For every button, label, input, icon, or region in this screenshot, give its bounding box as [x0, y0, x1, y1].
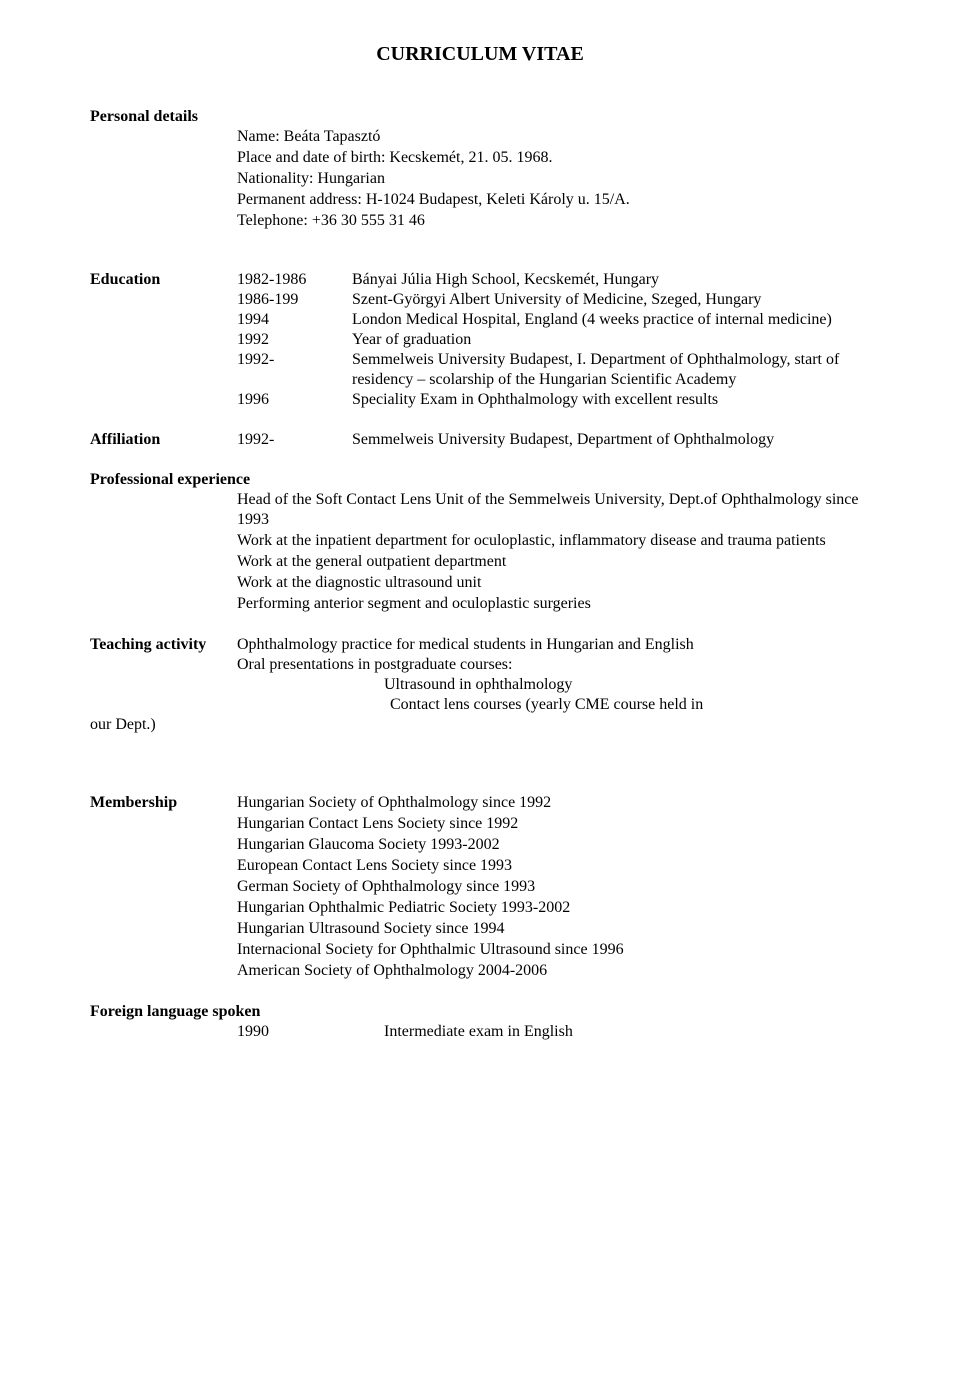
professional-section: Professional experience Head of the Soft…	[90, 470, 870, 614]
education-row: Education 1982-1986 Bányai Júlia High Sc…	[90, 270, 870, 290]
personal-nationality: Nationality: Hungarian	[237, 169, 870, 189]
personal-address: Permanent address: H-1024 Budapest, Kele…	[237, 190, 870, 210]
membership-line: Hungarian Ultrasound Society since 1994	[237, 919, 870, 939]
education-row: 1994 London Medical Hospital, England (4…	[90, 310, 870, 330]
professional-line: Work at the general outpatient departmen…	[237, 552, 870, 572]
education-text: Year of graduation	[352, 330, 870, 350]
membership-line: American Society of Ophthalmology 2004-2…	[237, 961, 870, 981]
education-row: 1992 Year of graduation	[90, 330, 870, 350]
education-heading: Education	[90, 270, 237, 290]
professional-line: Head of the Soft Contact Lens Unit of th…	[237, 490, 870, 530]
personal-phone: Telephone: +36 30 555 31 46	[237, 211, 870, 231]
membership-section: Membership Hungarian Society of Ophthalm…	[90, 793, 870, 982]
personal-name: Name: Beáta Tapasztó	[237, 127, 870, 147]
professional-heading: Professional experience	[90, 470, 870, 490]
professional-line: Performing anterior segment and oculopla…	[237, 594, 870, 614]
education-text: Speciality Exam in Ophthalmology with ex…	[352, 390, 870, 410]
education-row: 1992- Semmelweis University Budapest, I.…	[90, 350, 870, 390]
language-text: Intermediate exam in English	[384, 1022, 573, 1042]
education-year: 1982-1986	[237, 270, 352, 290]
education-text: Semmelweis University Budapest, I. Depar…	[352, 350, 870, 390]
affiliation-section: Affiliation 1992- Semmelweis University …	[90, 430, 870, 450]
teaching-heading: Teaching activity	[90, 635, 237, 675]
education-year: 1992	[237, 330, 352, 350]
personal-heading: Personal details	[90, 107, 870, 127]
personal-birth: Place and date of birth: Kecskemét, 21. …	[237, 148, 870, 168]
language-section: Foreign language spoken 1990 Intermediat…	[90, 1002, 870, 1042]
education-year: 1996	[237, 390, 352, 410]
membership-line: Internacional Society for Ophthalmic Ult…	[237, 940, 870, 960]
membership-line: European Contact Lens Society since 1993	[237, 856, 870, 876]
teaching-line: Oral presentations in postgraduate cours…	[237, 655, 870, 675]
affiliation-text: Semmelweis University Budapest, Departme…	[352, 430, 870, 450]
education-row: 1996 Speciality Exam in Ophthalmology wi…	[90, 390, 870, 410]
education-row: 1986-199 Szent-Györgyi Albert University…	[90, 290, 870, 310]
professional-line: Work at the diagnostic ultrasound unit	[237, 573, 870, 593]
membership-line: Hungarian Glaucoma Society 1993-2002	[237, 835, 870, 855]
education-year: 1994	[237, 310, 352, 330]
teaching-subline: Contact lens courses (yearly CME course …	[90, 695, 870, 715]
education-text: Szent-Györgyi Albert University of Medic…	[352, 290, 870, 310]
education-year: 1986-199	[237, 290, 352, 310]
language-heading: Foreign language spoken	[90, 1002, 870, 1022]
page-title: CURRICULUM VITAE	[90, 42, 870, 67]
membership-line: Hungarian Ophthalmic Pediatric Society 1…	[237, 898, 870, 918]
membership-line: Hungarian Society of Ophthalmology since…	[237, 793, 870, 813]
cv-page: CURRICULUM VITAE Personal details Name: …	[0, 0, 960, 1396]
affiliation-heading: Affiliation	[90, 430, 237, 450]
education-text: Bányai Júlia High School, Kecskemét, Hun…	[352, 270, 870, 290]
teaching-subline: Ultrasound in ophthalmology	[90, 675, 870, 695]
teaching-tail: our Dept.)	[90, 715, 870, 735]
language-year: 1990	[90, 1022, 384, 1042]
education-section: Education 1982-1986 Bányai Júlia High Sc…	[90, 270, 870, 410]
affiliation-year: 1992-	[237, 430, 352, 450]
teaching-line: Ophthalmology practice for medical stude…	[237, 635, 870, 655]
membership-line: Hungarian Contact Lens Society since 199…	[237, 814, 870, 834]
education-text: London Medical Hospital, England (4 week…	[352, 310, 870, 330]
education-year: 1992-	[237, 350, 352, 390]
teaching-section: Teaching activity Ophthalmology practice…	[90, 635, 870, 735]
personal-section: Personal details Name: Beáta Tapasztó Pl…	[90, 107, 870, 231]
membership-heading: Membership	[90, 793, 237, 982]
membership-line: German Society of Ophthalmology since 19…	[237, 877, 870, 897]
professional-line: Work at the inpatient department for ocu…	[237, 531, 870, 551]
